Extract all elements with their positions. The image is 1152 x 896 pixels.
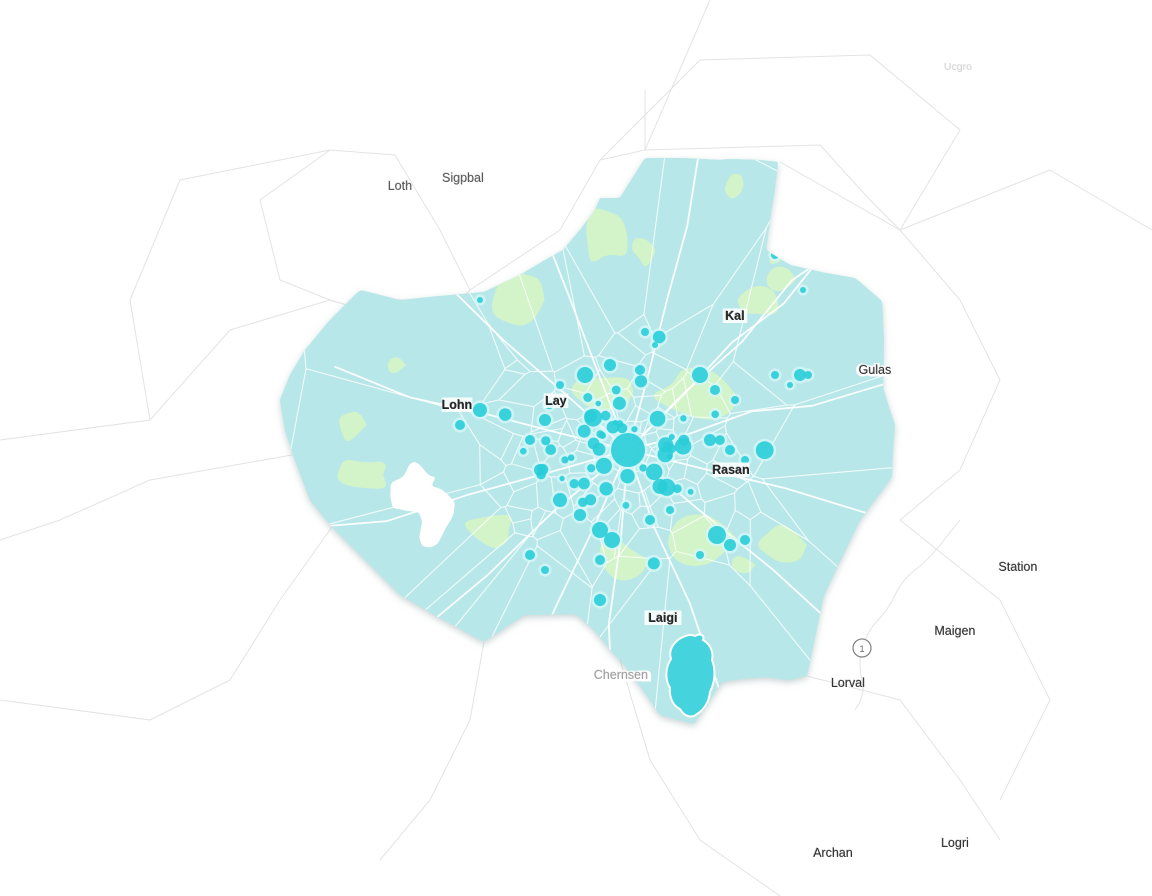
- svg-text:1: 1: [859, 644, 864, 654]
- svg-text:Archan: Archan: [813, 846, 853, 860]
- svg-text:Gulas: Gulas: [858, 363, 891, 377]
- svg-text:Rasan: Rasan: [712, 463, 750, 477]
- svg-text:Sigpbal: Sigpbal: [442, 171, 484, 185]
- svg-text:Lorval: Lorval: [830, 676, 864, 690]
- svg-text:Loth: Loth: [387, 179, 411, 193]
- svg-text:Kal: Kal: [725, 309, 744, 323]
- svg-text:Logri: Logri: [941, 836, 969, 850]
- svg-text:Ucgro: Ucgro: [943, 61, 971, 73]
- svg-text:Lay: Lay: [545, 394, 567, 408]
- svg-text:Laigi: Laigi: [648, 611, 677, 625]
- svg-text:Chernsen: Chernsen: [593, 668, 647, 682]
- svg-text:Station: Station: [998, 560, 1037, 574]
- svg-text:Lohn: Lohn: [441, 398, 472, 412]
- svg-text:Maigen: Maigen: [934, 624, 975, 638]
